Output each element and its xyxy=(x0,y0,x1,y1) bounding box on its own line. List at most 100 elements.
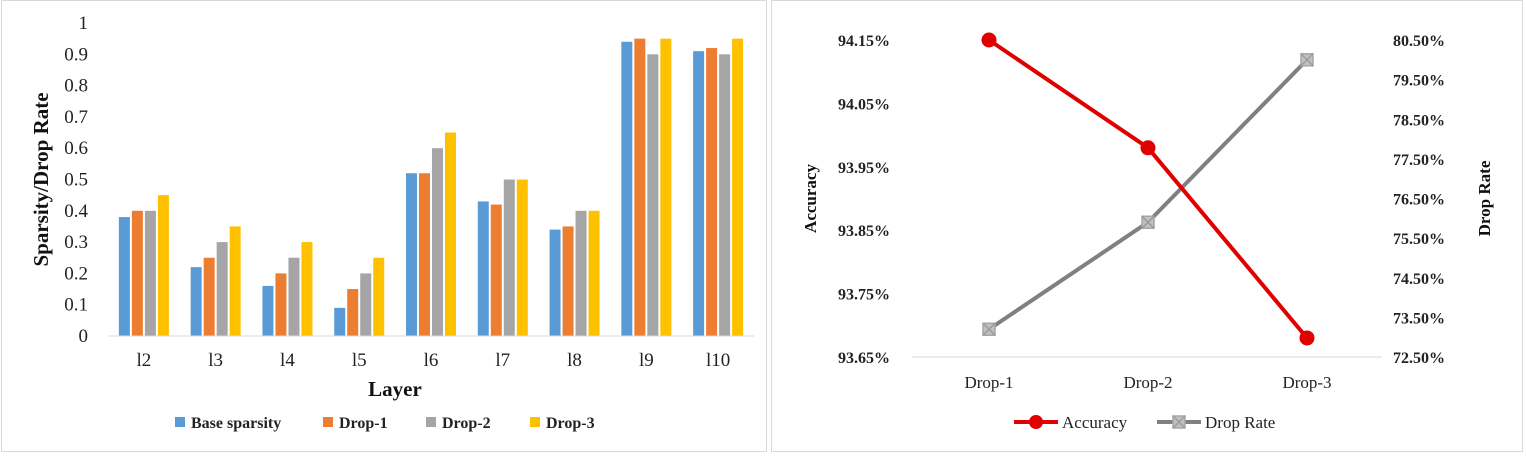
bar-drop-1-l2 xyxy=(131,210,143,336)
bar-drop-2-l7 xyxy=(503,179,515,336)
bar-base-sparsity-l3 xyxy=(190,267,202,336)
x-tick-label: l7 xyxy=(495,350,510,371)
bar-drop-3-l8 xyxy=(588,210,600,336)
legend-swatch-drop-1 xyxy=(323,417,333,427)
legend-label: Drop-2 xyxy=(442,415,491,432)
bar-drop-1-l8 xyxy=(562,226,574,336)
bar-chart: 0 0.1 0.2 0.3 0.4 0.5 0.6 0.7 0.8 0.9 1 l2 l3 l4 l5 l6 l… xyxy=(29,13,754,432)
y-right-tick-label: 78.50% xyxy=(1393,112,1445,129)
bar-drop-1-l6 xyxy=(419,173,430,336)
y-right-tick-label: 77.50% xyxy=(1393,152,1445,169)
bar-drop-2-l8 xyxy=(575,210,587,336)
bar-drop-2-l9 xyxy=(647,54,659,337)
bar-drop-1-l4 xyxy=(275,273,287,336)
y-tick-label: 0.2 xyxy=(64,263,88,284)
y-left-tick-label: 93.85% xyxy=(838,223,890,240)
bar-base-sparsity-l10 xyxy=(693,51,705,337)
bar-drop-3-l3 xyxy=(229,226,241,336)
y-right-tick-label: 75.50% xyxy=(1393,231,1445,248)
bar-drop-3-l4 xyxy=(301,242,313,336)
y-tick-label: 0.1 xyxy=(64,295,88,316)
legend: Accuracy Drop Rate xyxy=(1014,413,1275,432)
y-right-tick-label: 76.50% xyxy=(1393,192,1445,209)
x-tick-label: l10 xyxy=(706,350,730,371)
bar-drop-2-l6 xyxy=(432,148,443,336)
legend: Base sparsity Drop-1 Drop-2 Drop-3 xyxy=(175,415,595,432)
marker-drop-rate-Drop-2-x xyxy=(1141,215,1155,229)
legend-label: Drop-1 xyxy=(339,415,388,432)
bar-drop-2-l3 xyxy=(216,242,228,336)
x-tick-label: l5 xyxy=(352,350,367,371)
bar-drop-3-l2 xyxy=(157,195,169,336)
y-left-tick-label: 93.75% xyxy=(838,287,890,304)
bar-drop-3-l6 xyxy=(445,132,456,336)
x-tick-label: l8 xyxy=(567,350,582,371)
bar-drop-1-l10 xyxy=(706,48,718,336)
bar-drop-2-l10 xyxy=(719,54,731,337)
series-line-drop-rate xyxy=(987,58,1309,331)
bar-drop-2-l4 xyxy=(288,257,300,336)
x-tick-label: Drop-2 xyxy=(1123,373,1172,392)
bar-drop-1-l9 xyxy=(634,38,646,337)
y-right-tick-label: 72.50% xyxy=(1393,350,1445,367)
y-left-tick-label: 93.95% xyxy=(838,160,890,177)
y-left-tick-label: 94.15% xyxy=(838,33,890,50)
legend-label: Drop-3 xyxy=(546,415,595,432)
y-left-tick-label: 94.05% xyxy=(838,96,890,113)
bar-drop-1-l3 xyxy=(203,257,215,336)
legend-label: Drop Rate xyxy=(1205,413,1275,432)
legend-label: Accuracy xyxy=(1062,413,1128,432)
legend-swatch-drop-3 xyxy=(530,417,540,427)
y-tick-label: 0.8 xyxy=(64,76,88,97)
bar-drop-3-l9 xyxy=(660,38,672,337)
line-chart: 94.15% 94.05% 93.95% 93.85% 93.75% 93.65% 80.5… xyxy=(801,32,1494,432)
bar-drop-1-l7 xyxy=(490,204,502,336)
y-right-tick-label: 79.50% xyxy=(1393,73,1445,90)
marker-accuracy-Drop-2 xyxy=(1140,140,1156,156)
x-tick-label: l2 xyxy=(136,350,151,371)
x-axis-title: Layer xyxy=(368,377,422,401)
y-right-tick-label: 73.50% xyxy=(1393,310,1445,327)
x-tick-label: l9 xyxy=(639,350,654,371)
y-right-tick-label: 74.50% xyxy=(1393,271,1445,288)
bar-drop-2-l2 xyxy=(144,210,156,336)
y-tick-label: 0.6 xyxy=(64,138,88,159)
x-tick-label: l4 xyxy=(280,350,295,371)
bar-base-sparsity-l7 xyxy=(477,201,489,336)
bar-base-sparsity-l5 xyxy=(334,307,346,336)
line-chart-panel: 94.15% 94.05% 93.95% 93.85% 93.75% 93.65% 80.5… xyxy=(771,0,1523,452)
bar-chart-panel: 0 0.1 0.2 0.3 0.4 0.5 0.6 0.7 0.8 0.9 1 l2 l3 l4 l5 l6 l… xyxy=(1,0,767,452)
bar-base-sparsity-l4 xyxy=(262,285,274,336)
bar-base-sparsity-l9 xyxy=(621,41,633,336)
x-tick-label: Drop-3 xyxy=(1282,373,1331,392)
legend-label: Base sparsity xyxy=(191,415,281,432)
y-tick-label: 0.9 xyxy=(64,44,88,65)
bar-drop-3-l7 xyxy=(516,179,528,336)
x-tick-label: l6 xyxy=(424,350,439,371)
y-tick-label: 0 xyxy=(79,326,89,347)
bar-base-sparsity-l8 xyxy=(549,229,561,336)
y-left-axis-title: Accuracy xyxy=(801,164,820,233)
legend-swatch-base-sparsity xyxy=(175,417,185,427)
legend-marker-accuracy xyxy=(1029,415,1043,429)
y-tick-label: 0.3 xyxy=(64,232,88,253)
y-tick-label: 0.7 xyxy=(64,107,88,128)
bar-drop-2-l5 xyxy=(360,273,372,336)
marker-accuracy-Drop-3 xyxy=(1299,330,1315,346)
y-right-tick-label: 80.50% xyxy=(1393,33,1445,50)
x-tick-label: Drop-1 xyxy=(964,373,1013,392)
marker-accuracy-Drop-1 xyxy=(981,32,997,48)
legend-swatch-drop-2 xyxy=(426,417,436,427)
marker-drop-rate-Drop-1-x xyxy=(982,322,996,336)
legend-marker-drop-rate-x xyxy=(1172,415,1186,429)
bar-base-sparsity-l2 xyxy=(118,217,130,336)
x-tick-label: l3 xyxy=(208,350,223,371)
bar-drop-3-l10 xyxy=(732,38,744,337)
y-left-tick-label: 93.65% xyxy=(838,350,890,367)
y-tick-label: 1 xyxy=(79,13,89,34)
bar-base-sparsity-l6 xyxy=(406,173,417,336)
bar-drop-3-l5 xyxy=(373,257,385,336)
bar-drop-1-l5 xyxy=(347,289,359,336)
y-right-axis-title: Drop Rate xyxy=(1475,160,1494,236)
y-axis-title: Sparsity/Drop Rate xyxy=(29,92,53,266)
